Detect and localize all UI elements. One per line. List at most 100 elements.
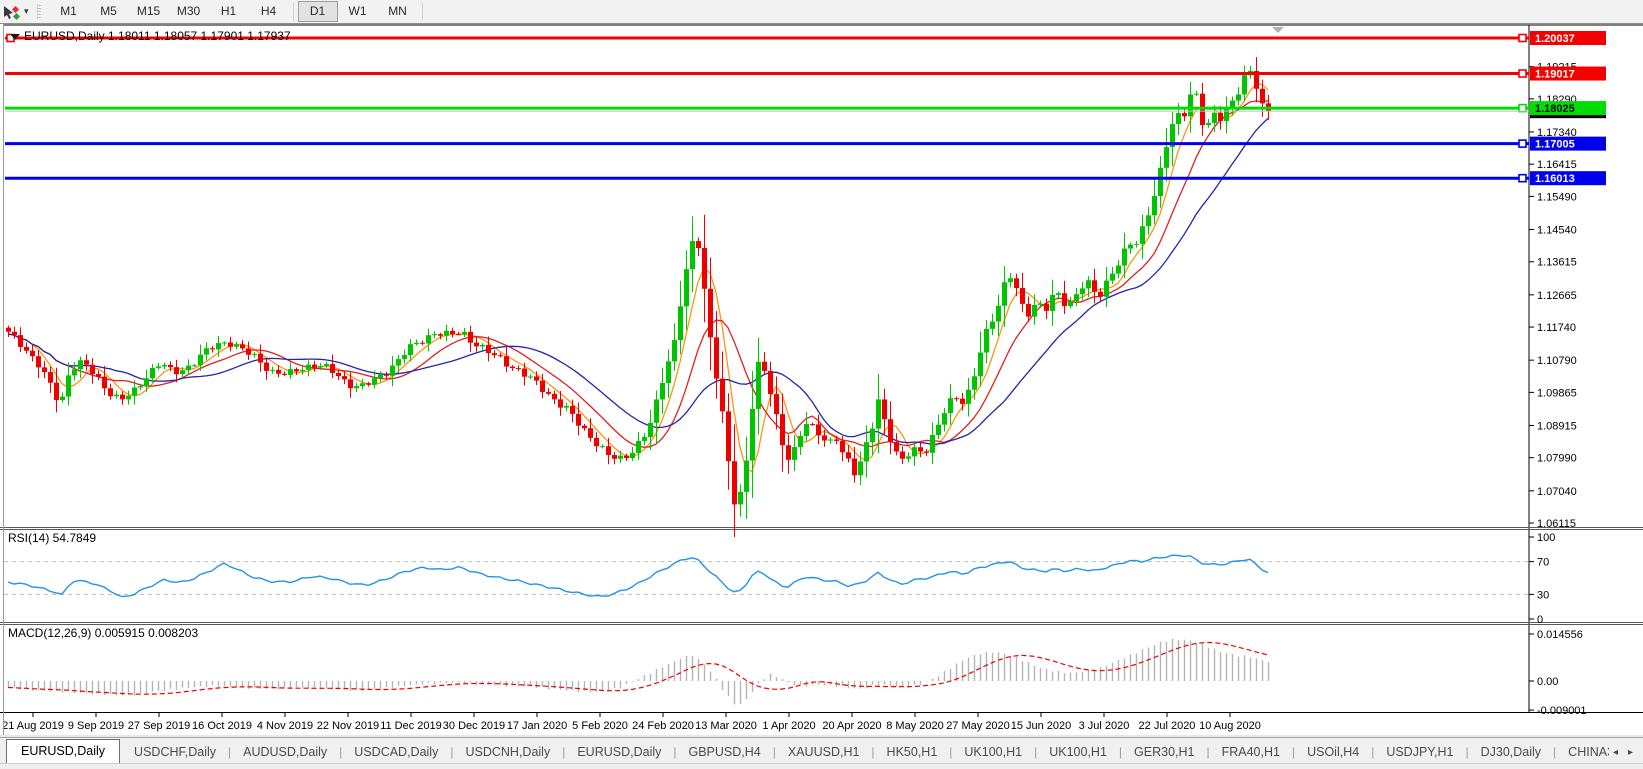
candle (510, 366, 515, 369)
chart-tab-usdcad-daily[interactable]: USDCAD,Daily (354, 745, 439, 759)
hline-end-marker[interactable] (1518, 69, 1527, 78)
chart-tab-dj30-daily[interactable]: DJ30,Daily (1480, 745, 1542, 759)
tab-separator: | (772, 745, 776, 759)
candle (1002, 282, 1007, 306)
candle (324, 364, 329, 367)
candle (684, 269, 689, 307)
candle (78, 360, 83, 370)
dropdown-caret-icon[interactable]: ▾ (24, 6, 29, 16)
chart-tab-china300-h1[interactable]: CHINA300,H1 (1568, 745, 1609, 759)
candle (1116, 265, 1121, 274)
candle (828, 439, 833, 441)
chart-tab-hk50-h1[interactable]: HK50,H1 (886, 745, 938, 759)
candle (162, 364, 167, 367)
hline-price-badge-label: 1.19017 (1535, 69, 1575, 81)
candle (144, 378, 149, 387)
candle (858, 461, 863, 476)
candle (618, 455, 623, 459)
hline-end-marker[interactable] (1518, 103, 1527, 113)
date-axis-label: 10 Aug 2020 (1199, 720, 1261, 732)
chart-tab-gbpusd-h4[interactable]: GBPUSD,H4 (688, 745, 761, 759)
chart-tab-usoil-h4[interactable]: USOil,H4 (1307, 745, 1360, 759)
timeframe-button-h1[interactable]: H1 (220, 4, 237, 18)
chart-tab-eurusd-daily[interactable]: EURUSD,Daily (6, 739, 121, 764)
hline-price-badge (1530, 66, 1606, 81)
hline-end-marker[interactable] (1518, 139, 1527, 148)
candle (516, 368, 521, 370)
candle (924, 451, 929, 453)
chart-tab-uk100-h1[interactable]: UK100,H1 (1049, 745, 1107, 759)
candle (978, 352, 983, 377)
chart-tab-usdjpy-h1[interactable]: USDJPY,H1 (1386, 745, 1454, 759)
date-axis-label: 21 Aug 2019 (2, 720, 64, 732)
candle (360, 383, 365, 387)
date-axis-label: 15 Jun 2020 (1011, 720, 1072, 732)
toolbar-grip[interactable] (36, 3, 45, 20)
tab-scroll-right-icon[interactable]: ▸ (1627, 747, 1633, 758)
candle (594, 437, 599, 447)
object-marker-icon[interactable] (10, 34, 20, 40)
candle (480, 344, 485, 347)
candle (996, 305, 1001, 322)
chart-tab-fra40-h1[interactable]: FRA40,H1 (1221, 745, 1280, 759)
candle (1206, 122, 1211, 126)
timeframe-button-m1[interactable]: M1 (60, 4, 77, 18)
timeframe-button-m30[interactable]: M30 (176, 4, 201, 18)
hline-end-marker[interactable] (1518, 173, 1527, 183)
hline-price-badge (1530, 171, 1606, 186)
candle (90, 364, 95, 375)
hline-end-marker[interactable] (1518, 33, 1527, 43)
candle (204, 348, 209, 355)
candle (432, 334, 437, 336)
timeframe-button-d1[interactable]: D1 (297, 1, 338, 22)
candle (696, 241, 701, 248)
tab-separator: | (1553, 745, 1557, 759)
hline-price-badge (1530, 30, 1606, 45)
chart-shift-marker[interactable] (1272, 27, 1284, 33)
tab-separator: | (1291, 745, 1296, 759)
ma-slow-line (7, 117, 1269, 445)
candle (1014, 278, 1019, 289)
price-chart[interactable]: 1.179371.192151.182901.173401.164151.154… (0, 24, 1643, 735)
macd-axis-tick-label: 0.00 (1537, 676, 1558, 688)
candle (1050, 294, 1055, 311)
candle (30, 350, 35, 357)
hline-price-badge-label: 1.20037 (1535, 33, 1575, 45)
timeframe-button-w1[interactable]: W1 (348, 4, 367, 18)
timeframe-button-mn[interactable]: MN (388, 4, 407, 18)
candle (1158, 167, 1163, 196)
chart-tab-audusd-daily[interactable]: AUDUSD,Daily (243, 745, 328, 759)
candle (300, 369, 305, 372)
date-axis-label: 27 May 2020 (946, 720, 1010, 732)
price-axis-tick-label: 1.17340 (1537, 127, 1577, 139)
candle (462, 331, 467, 335)
candle (612, 455, 617, 459)
timeframe-button-h4[interactable]: H4 (260, 4, 277, 18)
chart-tab-usdcnh-daily[interactable]: USDCNH,Daily (465, 745, 551, 759)
candle (906, 456, 911, 459)
timeframe-button-m15[interactable]: M15 (136, 4, 161, 18)
candle (222, 342, 227, 344)
candle (744, 460, 749, 492)
price-axis-tick-label: 1.11740 (1537, 322, 1576, 334)
candle (114, 394, 119, 397)
tab-scroll-left-icon[interactable]: ◂ (1612, 747, 1618, 758)
candle (402, 355, 407, 360)
timeframe-button-m5[interactable]: M5 (100, 4, 117, 18)
chart-tab-ger30-h1[interactable]: GER30,H1 (1134, 745, 1195, 759)
candle (228, 342, 233, 347)
chart-tab-uk100-h1[interactable]: UK100,H1 (964, 745, 1023, 759)
candle (852, 458, 857, 476)
tab-separator: | (871, 745, 875, 759)
rsi-axis-tick-label: 70 (1537, 557, 1549, 569)
chart-tab-usdchf-daily[interactable]: USDCHF,Daily (134, 745, 216, 759)
candle (54, 382, 59, 401)
macd-label: MACD(12,26,9) 0.005915 0.008203 (8, 626, 198, 640)
candle (66, 375, 71, 397)
chart-cursor-icon[interactable] (2, 3, 22, 21)
candle (1128, 244, 1133, 249)
candle (1170, 124, 1175, 148)
chart-tab-eurusd-daily[interactable]: EURUSD,Daily (577, 745, 662, 759)
rsi-label: RSI(14) 54.7849 (8, 531, 96, 545)
chart-tab-xauusd-h1[interactable]: XAUUSD,H1 (787, 745, 860, 759)
